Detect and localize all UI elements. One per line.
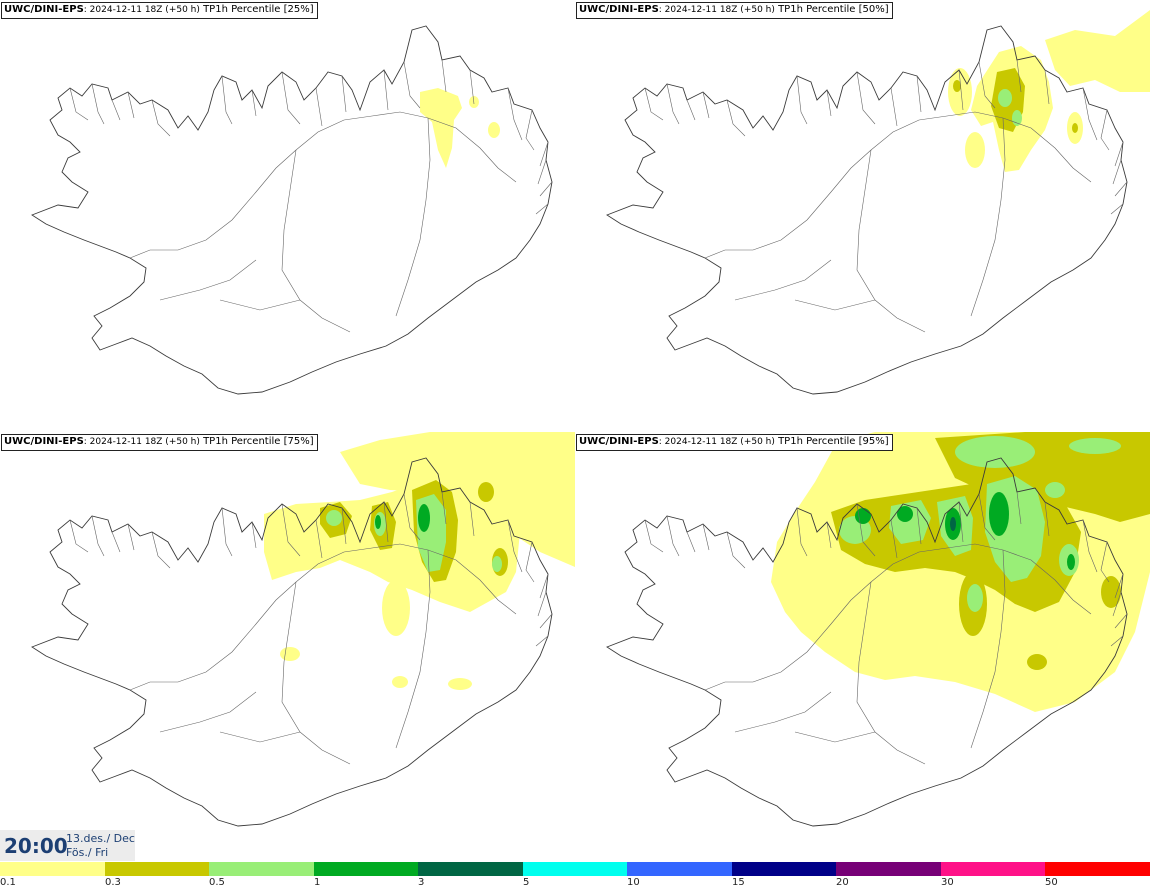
- legend-swatch: [1045, 862, 1150, 876]
- precip-map: [31, 432, 575, 827]
- legend-swatch: [836, 862, 941, 876]
- map-panel-p95: UWC/DINI-EPS: 2024-12-11 18Z (+50 h) TP1…: [575, 432, 1150, 864]
- panel-title: UWC/DINI-EPS: 2024-12-11 18Z (+50 h) TP1…: [576, 434, 893, 451]
- legend-swatch: [104, 862, 210, 876]
- legend-tick-label: 50: [1045, 877, 1058, 888]
- roads-and-rivers: [644, 59, 1128, 333]
- valid-time-box: 20:00 13.des./ Dec Fös./ Fri: [0, 830, 135, 861]
- legend-tick-label: 30: [941, 877, 954, 888]
- precip-map: [606, 10, 1150, 395]
- legend-swatch: [0, 862, 105, 876]
- legend-tick-label: 1: [314, 877, 321, 888]
- roads-and-rivers: [69, 59, 553, 333]
- legend-tick-label: 0.5: [209, 877, 225, 888]
- legend-colorbar: [0, 862, 1150, 876]
- valid-weekday: Fös./ Fri: [66, 846, 109, 859]
- precip-map: [31, 25, 553, 395]
- coastline: [31, 25, 553, 395]
- precip-overlay: [948, 10, 1150, 172]
- precip-overlay: [771, 432, 1150, 712]
- legend-swatch: [418, 862, 523, 876]
- map-panel-p50: UWC/DINI-EPS: 2024-12-11 18Z (+50 h) TP1…: [575, 0, 1150, 432]
- coastline: [606, 25, 1128, 395]
- legend-tick-label: 10: [627, 877, 640, 888]
- legend-swatch: [627, 862, 732, 876]
- legend-tick-label: 3: [418, 877, 425, 888]
- precip-overlay: [420, 88, 500, 168]
- legend-swatch: [209, 862, 314, 876]
- precip-map: [606, 432, 1150, 827]
- legend-tick-label: 15: [732, 877, 745, 888]
- legend-swatch: [313, 862, 419, 876]
- valid-time: 20:00: [4, 834, 68, 858]
- panel-title: UWC/DINI-EPS: 2024-12-11 18Z (+50 h) TP1…: [1, 434, 318, 451]
- legend-tick-label: 20: [836, 877, 849, 888]
- legend-tick-label: 0.1: [0, 877, 16, 888]
- map-panel-p75: UWC/DINI-EPS: 2024-12-11 18Z (+50 h) TP1…: [0, 432, 575, 864]
- legend-swatch: [940, 862, 1046, 876]
- legend-swatch: [522, 862, 628, 876]
- legend-tick-labels: 0.1 0.3 0.5 1 3 5 10 15 20 30 50: [0, 877, 1150, 891]
- legend-tick-label: 5: [523, 877, 530, 888]
- legend-tick-label: 0.3: [105, 877, 121, 888]
- panel-title: UWC/DINI-EPS: 2024-12-11 18Z (+50 h) TP1…: [1, 2, 318, 19]
- legend-swatch: [731, 862, 837, 876]
- panel-title: UWC/DINI-EPS: 2024-12-11 18Z (+50 h) TP1…: [576, 2, 893, 19]
- map-panel-p25: UWC/DINI-EPS: 2024-12-11 18Z (+50 h) TP1…: [0, 0, 575, 432]
- valid-date: 13.des./ Dec: [66, 832, 135, 845]
- precip-overlay: [264, 432, 575, 690]
